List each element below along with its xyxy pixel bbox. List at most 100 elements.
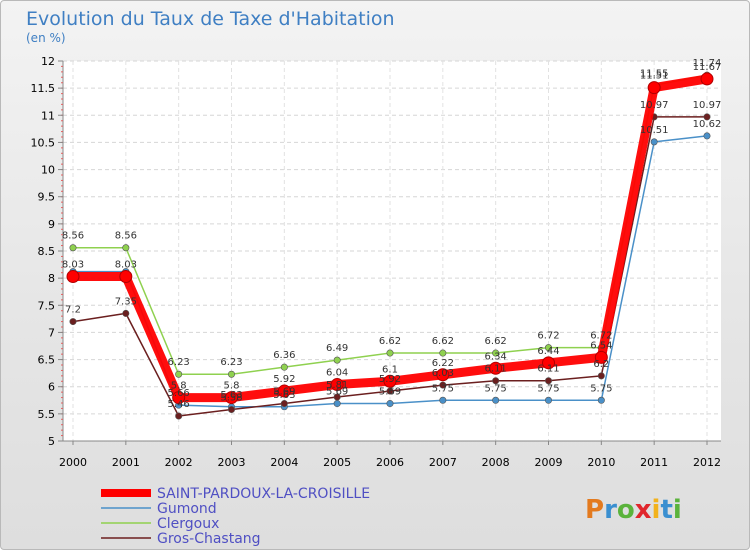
data-point [439,396,447,404]
data-point [175,370,183,378]
data-point [647,81,661,95]
data-point [277,384,291,398]
data-point [122,309,130,317]
data-point [492,349,500,357]
data-label: 6.22 [432,358,454,369]
data-point [383,374,397,388]
x-tick-label: 2012 [693,456,721,469]
data-label: 6.11 [485,364,507,375]
data-label: 5.63 [273,390,295,401]
y-tick-label: 12 [41,55,55,68]
y-axis-ticks: 5 5.5 6 6.5 7 7.5 8 8.5 9 9.5 10 10.5 11 11.5 12 [31,55,63,448]
data-point [544,344,552,352]
data-point [175,412,183,420]
y-tick-label: 7 [48,326,55,339]
data-point [333,393,341,401]
data-label: 5.81 [326,380,348,391]
y-tick-label: 8 [48,272,55,285]
data-point [594,350,608,364]
data-label: 5.8 [224,381,240,392]
data-point [122,244,130,252]
data-point [386,387,394,395]
x-tick-label: 2007 [429,456,457,469]
y-tick-label: 9.5 [38,191,56,204]
data-point [172,391,186,405]
data-point [69,318,77,326]
data-label: 8.03 [115,260,137,271]
data-point [542,356,555,370]
data-label: 11.51 [640,71,669,82]
data-labels: 5.66 5.63 5.63 5.69 5.69 5.75 5.75 5.75 5.7510.5… [62,58,721,410]
x-tick-label: 2000 [59,456,87,469]
data-label: 5.75 [537,383,559,394]
data-point [597,396,605,404]
y-tick-label: 10.5 [31,136,56,149]
data-label: 6.04 [326,368,348,379]
data-point [66,270,80,284]
data-label: 6.1 [382,364,398,375]
y-tick-label: 5.5 [38,408,56,421]
data-point [439,381,447,389]
logo-letter: x [635,495,652,525]
y-tick-label: 10 [41,164,55,177]
data-label: 10.97 [693,100,722,111]
data-point [439,349,447,357]
data-point [597,372,605,380]
legend-label: Clergoux [157,516,219,532]
data-label: 6.44 [537,346,559,357]
data-label: 11.74 [693,58,722,69]
proxiti-logo: Proxiti [585,495,682,525]
logo-letter: o [617,495,635,525]
x-tick-label: 2001 [112,456,140,469]
data-label: 10.51 [640,125,669,136]
logo-letter: i [673,495,682,525]
x-tick-label: 2008 [482,456,510,469]
x-tick-label: 2002 [165,456,193,469]
data-label: 5.69 [326,387,348,398]
data-point [436,368,450,382]
data-point [228,406,236,414]
data-point [703,113,711,121]
y-tick-label: 5 [48,435,55,448]
data-point [280,363,288,371]
y-tick-label: 7.5 [38,299,56,312]
data-point [544,377,552,385]
data-point [225,391,238,405]
data-label: 5.8 [171,381,187,392]
data-label: 5.63 [220,390,242,401]
x-tick-label: 2011 [640,456,668,469]
y-tick-label: 6 [48,381,55,394]
data-point [386,400,394,408]
data-label: 6.62 [432,336,454,347]
data-label: 5.75 [432,383,454,394]
data-label: 11.67 [693,62,722,73]
data-label: 5.46 [168,399,190,410]
logo-letter: t [660,495,672,525]
data-label: 6.62 [485,336,507,347]
y-tick-label: 11 [41,109,55,122]
data-label: 6.49 [326,343,348,354]
data-point [386,349,394,357]
data-point [330,378,344,392]
data-label: 5.92 [379,374,401,385]
data-label: 5.92 [273,374,295,385]
legend-label: Gros-Chastang [157,531,261,547]
logo-letter: r [604,495,617,525]
data-label: 6.03 [432,368,454,379]
data-label: 6.72 [590,331,612,342]
data-label: 10.62 [693,119,722,130]
data-point [333,400,341,408]
data-label: 6.54 [590,340,612,351]
x-tick-label: 2003 [218,456,246,469]
data-label: 6.36 [273,350,295,361]
data-label: 5.58 [220,393,242,404]
data-label: 5.75 [590,383,612,394]
y-tick-label: 8.5 [38,245,56,258]
x-axis-ticks: 2000 2001 2002 2003 2004 2005 2006 2007 2008 2009… [59,441,721,469]
logo-letter: P [585,495,604,525]
data-label: 5.69 [379,387,401,398]
data-label: 5.75 [485,383,507,394]
data-point [703,132,711,140]
legend: SAINT-PARDOUX-LA-CROISILLEGumondClergoux… [101,486,370,547]
